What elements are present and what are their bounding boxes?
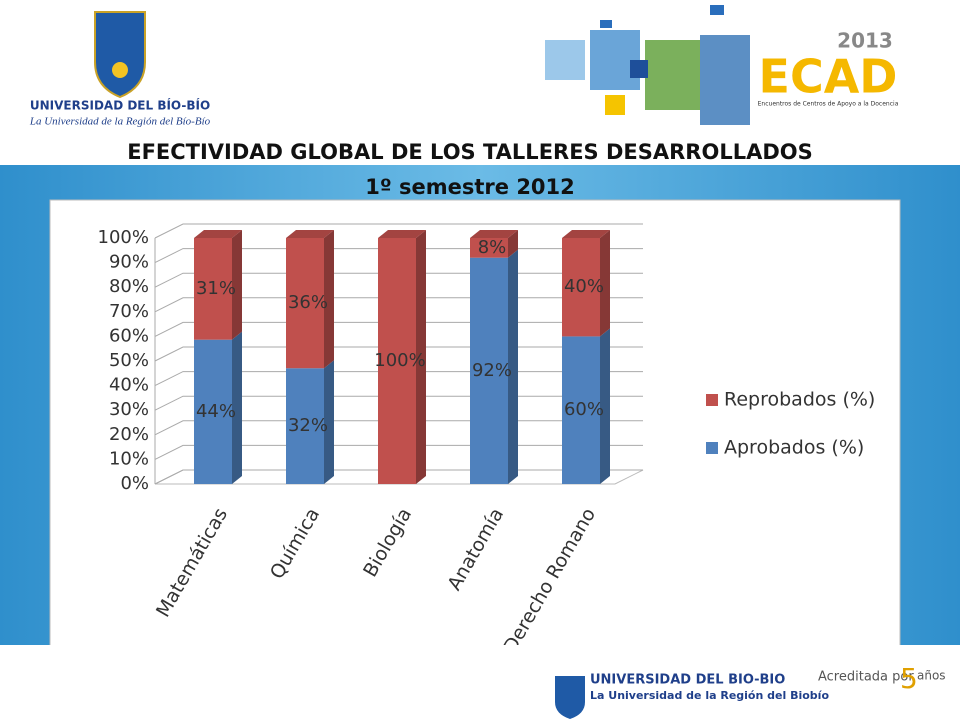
y-tick-label: 50%	[109, 350, 149, 371]
y-tick-label: 30%	[109, 399, 149, 420]
data-label: 36%	[288, 292, 328, 313]
bar-side	[508, 230, 518, 258]
data-label: 40%	[564, 276, 604, 297]
y-tick-label: 100%	[98, 227, 149, 248]
y-tick-label: 80%	[109, 276, 149, 297]
bar-side	[324, 230, 334, 369]
legend-swatch	[706, 442, 718, 454]
bar-side	[324, 360, 334, 484]
y-tick-label: 70%	[109, 301, 149, 322]
crest	[94, 11, 146, 99]
bar-top	[562, 230, 610, 238]
bar-side	[508, 249, 518, 484]
bar-top	[194, 230, 242, 238]
data-label: 31%	[196, 278, 236, 299]
bar	[562, 336, 600, 484]
bar-side	[416, 230, 426, 484]
footer-accreditation: Acreditada por	[818, 670, 914, 685]
chart-title: EFECTIVIDAD GLOBAL DE LOS TALLERES DESAR…	[127, 140, 813, 164]
legend-swatch	[706, 394, 718, 406]
bar	[194, 238, 232, 340]
bar-side	[600, 230, 610, 337]
ecad-subtitle: Encuentros de Centros de Apoyo a la Doce…	[758, 101, 899, 108]
footer-years-unit: años	[917, 669, 946, 683]
legend-label: Aprobados (%)	[724, 437, 864, 459]
footer-years: 5	[900, 662, 918, 695]
bar	[286, 368, 324, 484]
y-tick-label: 40%	[109, 375, 149, 396]
y-tick-label: 10%	[109, 448, 149, 469]
bar	[470, 238, 508, 258]
footer-motto: La Universidad de la Región del Biobío	[590, 689, 829, 702]
bar	[562, 238, 600, 337]
bar-side	[232, 331, 242, 484]
data-label: 92%	[472, 360, 512, 381]
data-label: 44%	[196, 401, 236, 422]
bar	[470, 257, 508, 484]
ecad-graphic	[545, 5, 750, 125]
data-label: 100%	[374, 350, 425, 371]
data-label: 8%	[478, 237, 507, 258]
ecad-title: ECAD	[759, 50, 898, 104]
bar-top	[470, 230, 518, 238]
crest-sun	[112, 62, 128, 78]
bar-top	[378, 230, 426, 238]
university-name: UNIVERSIDAD DEL BÍO-BÍO	[30, 98, 210, 113]
bar-top	[286, 230, 334, 238]
y-tick-label: 20%	[109, 424, 149, 445]
bar-side	[232, 230, 242, 340]
bar	[378, 238, 416, 484]
footer-university: UNIVERSIDAD DEL BIO-BIO	[590, 673, 785, 688]
university-motto: La Universidad de la Región del Bío-Bío	[29, 116, 211, 128]
chart-subtitle: 1º semestre 2012	[365, 175, 575, 199]
data-label: 32%	[288, 415, 328, 436]
bar	[286, 238, 324, 369]
footer-crest	[555, 676, 585, 719]
footer-panel-part	[50, 645, 900, 672]
y-tick-label: 90%	[109, 252, 149, 273]
grid-line	[154, 223, 643, 239]
y-tick-label: 60%	[109, 325, 149, 346]
legend-label: Reprobados (%)	[724, 389, 875, 411]
bar-side	[600, 328, 610, 484]
ecad-year: 2013	[837, 29, 893, 53]
data-label: 60%	[564, 399, 604, 420]
bar	[194, 339, 232, 484]
y-tick-label: 0%	[120, 473, 149, 494]
